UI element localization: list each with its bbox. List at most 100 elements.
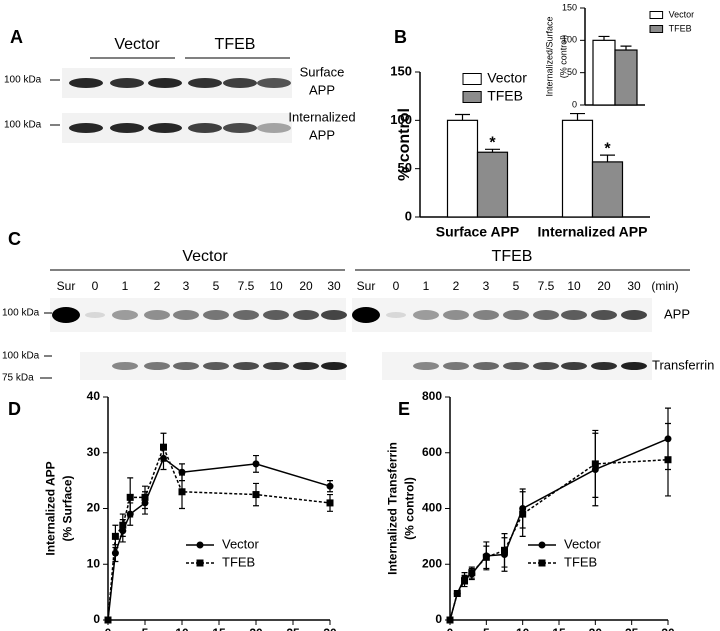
data-point [111, 532, 119, 540]
y-tick-label: 200 [422, 556, 442, 570]
blot-band [263, 362, 289, 370]
y-tick-label: 100 [390, 112, 412, 127]
x-tick-label: Internalized APP [538, 224, 648, 240]
x-tick-label: 5 [483, 626, 490, 631]
row-label: APP [664, 306, 690, 321]
lane-label: 2 [453, 279, 460, 293]
blot-band [561, 362, 587, 370]
group-label: Vector [182, 248, 228, 265]
data-point [591, 460, 599, 468]
mw-marker: 75 kDa [2, 373, 34, 384]
lane-label: 5 [213, 279, 220, 293]
unit-label: (min) [651, 279, 678, 293]
y-axis-label: (% control) [403, 477, 417, 540]
y-axis-label: (% control) [558, 35, 568, 79]
lane-label: 1 [423, 279, 430, 293]
row-label: Internalized [288, 109, 355, 124]
y-tick-label: 150 [390, 63, 412, 78]
lane-label: Sur [357, 279, 376, 293]
y-tick-label: 40 [87, 389, 101, 403]
y-tick-label: 10 [87, 556, 101, 570]
y-tick-label: 150 [562, 2, 577, 12]
lane-label: 20 [597, 279, 611, 293]
group-label: TFEB [215, 36, 256, 53]
blot-band [561, 310, 587, 320]
x-tick-label: 30 [323, 626, 337, 631]
x-tick-label: 5 [142, 626, 149, 631]
data-point [252, 491, 260, 499]
blot-band [533, 310, 559, 320]
blot-band [203, 310, 229, 320]
lane-label: 10 [269, 279, 283, 293]
blot-band [473, 362, 499, 370]
data-point [664, 456, 672, 464]
blot-band [257, 78, 291, 88]
blot-band [223, 78, 257, 88]
blot-band [352, 307, 380, 323]
blot-band [413, 362, 439, 370]
blot-band [144, 362, 170, 370]
data-point [252, 460, 260, 468]
group-label: TFEB [492, 248, 533, 265]
data-point [446, 616, 454, 624]
data-point [519, 510, 527, 518]
x-tick-label: 0 [447, 626, 454, 631]
blot-band [173, 362, 199, 370]
lane-label: Sur [57, 279, 76, 293]
mw-marker: 100 kDa [2, 308, 40, 319]
bar [592, 39, 616, 106]
y-tick-label: 0 [435, 612, 442, 626]
blot-band [591, 310, 617, 320]
blot-band [69, 78, 103, 88]
blot-band [148, 123, 182, 133]
data-point [538, 541, 546, 549]
panel-letter: B [394, 27, 407, 47]
lane-label: 0 [92, 279, 99, 293]
data-point [178, 488, 186, 496]
blot-band [591, 362, 617, 370]
x-tick-label: 10 [175, 626, 189, 631]
bar [561, 119, 594, 218]
blot-band [386, 312, 406, 318]
legend-swatch [649, 25, 664, 33]
row-label: APP [309, 82, 335, 97]
blot-band [144, 310, 170, 320]
series-line [449, 458, 669, 621]
y-tick-label: 50 [398, 160, 412, 175]
blot-band [188, 123, 222, 133]
group-label: Vector [114, 36, 160, 53]
x-tick-label: Surface APP [436, 224, 520, 240]
series-line [107, 457, 331, 621]
blot-band [110, 123, 144, 133]
y-tick-label: 20 [87, 501, 101, 515]
series-line [107, 445, 331, 621]
blot-band [621, 310, 647, 320]
data-point [196, 559, 204, 567]
blot-band [203, 362, 229, 370]
blot-band [148, 78, 182, 88]
data-point [326, 499, 334, 507]
y-tick-label: 30 [87, 445, 101, 459]
x-tick-label: 20 [589, 626, 603, 631]
bar [591, 161, 624, 218]
y-axis-label: Internalized APP [44, 461, 58, 555]
blot-band [69, 123, 103, 133]
lane-label: 7.5 [238, 279, 255, 293]
legend-swatch [649, 11, 664, 19]
x-tick-label: 10 [516, 626, 530, 631]
data-point [453, 590, 461, 598]
blot-band [173, 310, 199, 320]
x-tick-label: 15 [212, 626, 226, 631]
blot-band [85, 312, 105, 318]
lane-label: 3 [483, 279, 490, 293]
panel-letter: E [398, 399, 410, 419]
legend-swatch [462, 91, 482, 103]
x-tick-label: 0 [105, 626, 112, 631]
bar [476, 151, 509, 218]
blot-band [110, 78, 144, 88]
y-axis-label: (% Surface) [61, 475, 75, 541]
data-point [160, 443, 167, 451]
lane-label: 30 [627, 279, 641, 293]
blot-band [112, 362, 138, 370]
panel-letter: D [8, 399, 21, 419]
